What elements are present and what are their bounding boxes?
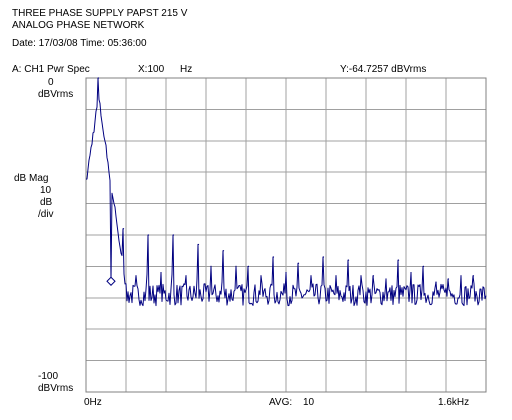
harmonic-peak-point [335, 275, 337, 277]
harmonic-peak-point [397, 259, 400, 261]
harmonic-peak-point [247, 265, 250, 267]
y-scale-value: 10 [40, 185, 52, 196]
y-top-unit: dBVrms [38, 89, 74, 100]
trace-label: A: CH1 Pwr Spec [12, 64, 90, 75]
date-time-label: Date: 17/03/08 Time: 05:36:00 [12, 38, 147, 49]
y-top-value: 0 [48, 77, 54, 88]
harmonic-peak-point [210, 265, 212, 267]
harmonic-peak-point [435, 281, 437, 283]
harmonic-peak-point [197, 243, 200, 246]
harmonic-peak-point [185, 275, 187, 277]
y-marker-readout: Y:-64.7257 dBVrms [340, 64, 427, 75]
harmonic-peak-point [160, 272, 162, 274]
harmonic-peak-point [460, 275, 462, 277]
y-quantity-label: dB Mag [14, 173, 49, 184]
y-bottom-value: -100 [38, 371, 59, 382]
y-scale-per-div: /div [38, 209, 54, 220]
harmonic-peak-point [272, 256, 275, 258]
marker-diamond[interactable] [106, 276, 116, 286]
plot-frame [85, 77, 487, 393]
x-marker-unit: Hz [180, 64, 193, 75]
harmonic-peak-point [410, 272, 412, 274]
harmonic-peak-point [422, 265, 425, 267]
y-scale-unit: dB [40, 197, 53, 208]
trace-layer [85, 77, 487, 307]
marker-layer [106, 276, 116, 286]
x-marker-readout: X:100 [138, 64, 165, 75]
harmonic-peak-point [147, 234, 150, 236]
avg-value: 10 [303, 397, 315, 408]
harmonic-peak-point [97, 77, 100, 79]
harmonic-peak-point [447, 278, 450, 280]
grid [86, 78, 486, 392]
harmonic-peak-point [235, 265, 237, 267]
harmonic-peak-point [222, 250, 225, 252]
x-start-label: 0Hz [84, 397, 102, 408]
x-end-label: 1.6kHz [438, 397, 470, 408]
harmonic-peak-point [322, 256, 325, 258]
chart-title: THREE PHASE SUPPLY PAPST 215 V [12, 8, 188, 19]
y-bottom-unit: dBVrms [38, 383, 74, 394]
harmonic-peak-point [285, 272, 287, 274]
harmonic-peak-point [385, 278, 387, 280]
harmonic-peak-point [360, 275, 362, 277]
harmonic-peak-point [135, 275, 137, 277]
harmonic-peak-point [122, 228, 125, 230]
harmonic-peak-point [297, 262, 300, 264]
harmonic-peak-point [260, 275, 262, 277]
harmonic-peak-point [347, 259, 350, 261]
harmonic-peak-point [472, 275, 475, 277]
harmonic-peak-point [310, 275, 312, 277]
avg-label: AVG: [269, 397, 293, 408]
chart-subtitle: ANALOG PHASE NETWORK [12, 20, 145, 31]
harmonic-peak-point [372, 275, 375, 277]
harmonic-peak-point [172, 234, 175, 236]
